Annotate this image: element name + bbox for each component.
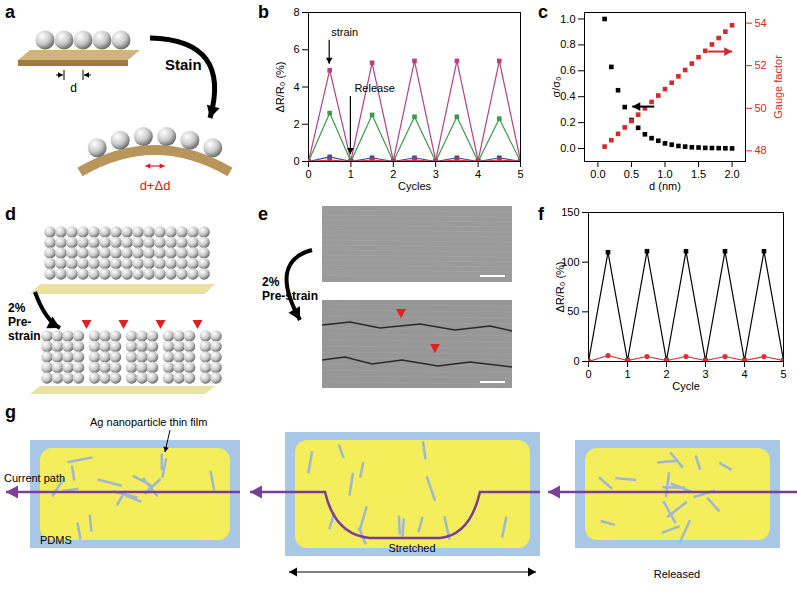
svg-text:0.0: 0.0 bbox=[590, 168, 605, 180]
svg-text:2%: 2% bbox=[8, 301, 26, 315]
svg-text:Pre-strain: Pre-strain bbox=[262, 289, 318, 303]
svg-text:2: 2 bbox=[293, 118, 299, 130]
svg-text:σ/σ₀: σ/σ₀ bbox=[550, 76, 562, 97]
svg-text:54: 54 bbox=[755, 17, 767, 29]
svg-text:f: f bbox=[538, 204, 545, 224]
svg-text:Release: Release bbox=[354, 82, 394, 94]
svg-text:0.2: 0.2 bbox=[560, 116, 575, 128]
svg-text:2%: 2% bbox=[262, 275, 280, 289]
svg-text:g: g bbox=[5, 402, 16, 422]
svg-text:48: 48 bbox=[755, 144, 767, 156]
svg-text:Gauge factor: Gauge factor bbox=[772, 55, 784, 119]
svg-text:0.4: 0.4 bbox=[560, 90, 575, 102]
svg-text:50: 50 bbox=[755, 102, 767, 114]
svg-text:d+Δd: d+Δd bbox=[140, 178, 171, 193]
svg-text:6: 6 bbox=[293, 43, 299, 55]
svg-text:Current path: Current path bbox=[4, 472, 65, 484]
svg-text:1: 1 bbox=[348, 168, 354, 180]
svg-text:52: 52 bbox=[755, 59, 767, 71]
svg-text:1.0: 1.0 bbox=[657, 168, 672, 180]
svg-text:8: 8 bbox=[293, 6, 299, 18]
svg-text:ΔR/R₀ (%): ΔR/R₀ (%) bbox=[274, 61, 286, 112]
svg-text:Stain: Stain bbox=[165, 56, 202, 73]
svg-text:1.0: 1.0 bbox=[560, 12, 575, 24]
svg-text:3: 3 bbox=[433, 168, 439, 180]
svg-text:4: 4 bbox=[741, 368, 747, 380]
svg-text:0.8: 0.8 bbox=[560, 38, 575, 50]
svg-text:4: 4 bbox=[293, 81, 299, 93]
svg-text:4: 4 bbox=[475, 168, 481, 180]
svg-text:1: 1 bbox=[624, 368, 630, 380]
svg-text:Ag nanoparticle thin film: Ag nanoparticle thin film bbox=[90, 416, 207, 428]
svg-text:2.0: 2.0 bbox=[724, 168, 739, 180]
svg-text:3: 3 bbox=[702, 368, 708, 380]
svg-text:a: a bbox=[5, 2, 16, 22]
svg-text:0.5: 0.5 bbox=[624, 168, 639, 180]
svg-text:0.0: 0.0 bbox=[560, 142, 575, 154]
svg-text:5: 5 bbox=[517, 168, 523, 180]
svg-text:d: d bbox=[5, 204, 16, 224]
svg-text:1.5: 1.5 bbox=[691, 168, 706, 180]
svg-text:c: c bbox=[538, 2, 548, 22]
svg-text:150: 150 bbox=[561, 206, 579, 218]
svg-text:0: 0 bbox=[585, 368, 591, 380]
svg-text:d (nm): d (nm) bbox=[649, 180, 681, 192]
svg-text:Cycles: Cycles bbox=[398, 180, 432, 192]
svg-text:0.6: 0.6 bbox=[560, 64, 575, 76]
svg-text:100: 100 bbox=[561, 255, 580, 268]
svg-text:Stretched: Stretched bbox=[388, 542, 435, 554]
svg-text:5: 5 bbox=[780, 368, 786, 380]
svg-text:0: 0 bbox=[293, 155, 299, 167]
svg-text:strain: strain bbox=[331, 26, 358, 38]
svg-text:PDMS: PDMS bbox=[40, 534, 72, 546]
svg-text:Cycle: Cycle bbox=[672, 380, 700, 392]
svg-text:d: d bbox=[70, 81, 77, 95]
svg-text:2: 2 bbox=[390, 168, 396, 180]
svg-text:2: 2 bbox=[663, 368, 669, 380]
svg-text:Pre-: Pre- bbox=[8, 315, 31, 329]
svg-text:0: 0 bbox=[573, 355, 579, 367]
svg-text:e: e bbox=[258, 204, 268, 224]
svg-text:0: 0 bbox=[305, 168, 311, 180]
svg-text:strain: strain bbox=[8, 329, 41, 343]
svg-text:ΔR/R₀ (%): ΔR/R₀ (%) bbox=[554, 261, 566, 312]
svg-text:50: 50 bbox=[567, 305, 579, 317]
svg-text:b: b bbox=[258, 2, 269, 22]
svg-text:Released: Released bbox=[654, 568, 700, 580]
